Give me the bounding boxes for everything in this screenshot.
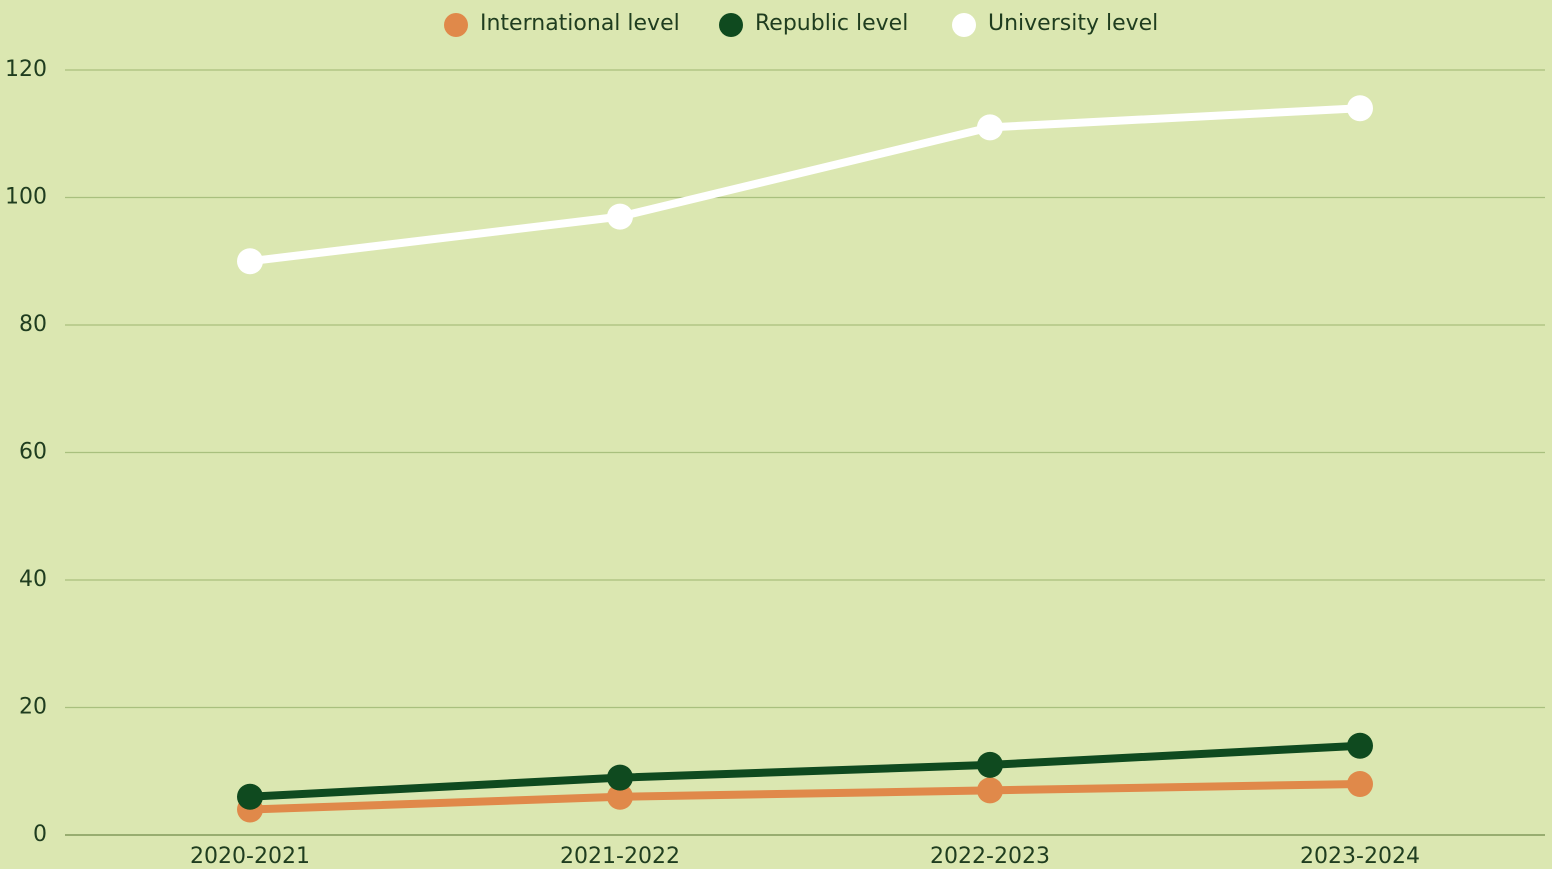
x-tick-label: 2020-2021 bbox=[190, 844, 310, 869]
data-point bbox=[1347, 771, 1373, 797]
data-point bbox=[607, 203, 633, 230]
legend-swatch bbox=[719, 13, 743, 37]
data-point bbox=[607, 764, 633, 791]
legend-label: Republic level bbox=[755, 11, 908, 36]
data-point bbox=[977, 114, 1003, 141]
legend-label: University level bbox=[988, 11, 1158, 36]
y-tick-label: 0 bbox=[33, 822, 47, 847]
data-point bbox=[237, 248, 263, 275]
y-tick-label: 120 bbox=[5, 57, 47, 82]
y-tick-label: 80 bbox=[19, 312, 47, 337]
legend-swatch bbox=[952, 13, 976, 37]
legend-label: International level bbox=[480, 11, 680, 36]
y-tick-label: 40 bbox=[19, 567, 47, 592]
x-tick-label: 2022-2023 bbox=[930, 844, 1050, 869]
series-line bbox=[249, 104, 1361, 266]
data-point bbox=[607, 783, 633, 810]
y-tick-label: 20 bbox=[19, 695, 47, 720]
x-tick-label: 2023-2024 bbox=[1300, 844, 1420, 869]
series-line bbox=[249, 780, 1361, 814]
data-point bbox=[977, 777, 1003, 804]
y-tick-label: 60 bbox=[19, 440, 47, 465]
legend-swatch bbox=[444, 13, 468, 37]
series-line bbox=[249, 741, 1361, 801]
data-point bbox=[1347, 732, 1373, 759]
data-point bbox=[1347, 95, 1373, 122]
x-tick-label: 2021-2022 bbox=[560, 844, 680, 869]
data-point bbox=[237, 783, 263, 810]
data-point bbox=[977, 751, 1003, 778]
y-tick-label: 100 bbox=[5, 185, 47, 210]
